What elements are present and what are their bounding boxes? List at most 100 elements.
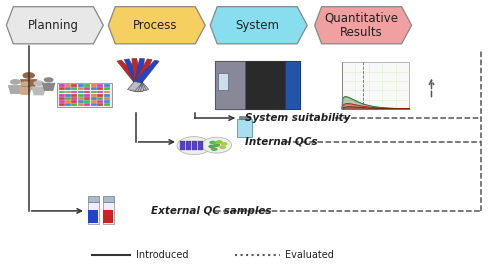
Bar (103, 196, 114, 202)
Polygon shape (134, 59, 152, 83)
Bar (84, 87, 90, 90)
Bar (58, 91, 64, 94)
Circle shape (216, 140, 222, 144)
Text: Internal QCs: Internal QCs (245, 137, 318, 147)
Text: Planning: Planning (28, 19, 79, 32)
Bar (103, 202, 114, 224)
Circle shape (208, 145, 215, 148)
Circle shape (213, 143, 220, 147)
Bar (91, 87, 97, 90)
Bar (78, 100, 84, 103)
Bar (88, 196, 99, 202)
Circle shape (209, 141, 216, 144)
Text: Process: Process (133, 19, 178, 32)
Bar (72, 97, 78, 100)
Bar (72, 100, 78, 103)
Polygon shape (132, 82, 142, 91)
Circle shape (44, 77, 54, 83)
Bar (215, 61, 300, 109)
Bar (65, 84, 71, 87)
Bar (65, 100, 71, 103)
Bar (65, 103, 71, 106)
Bar (284, 61, 300, 109)
Bar (98, 103, 103, 106)
Circle shape (22, 72, 35, 79)
Bar (84, 91, 90, 94)
Polygon shape (314, 7, 412, 44)
Bar (84, 100, 90, 103)
Bar (58, 100, 64, 103)
Circle shape (10, 79, 20, 85)
Polygon shape (210, 7, 307, 44)
Circle shape (34, 80, 44, 86)
Bar (238, 116, 250, 120)
Bar (72, 91, 78, 94)
Bar (78, 103, 84, 106)
Bar (104, 84, 110, 87)
Bar (98, 97, 103, 100)
Bar (342, 62, 409, 109)
Bar (65, 94, 71, 96)
Bar (72, 87, 78, 90)
Polygon shape (117, 60, 141, 83)
Circle shape (177, 137, 211, 155)
Bar (98, 91, 103, 94)
Bar (91, 84, 97, 87)
Bar (104, 94, 110, 96)
Bar (78, 84, 84, 87)
Bar (78, 91, 84, 94)
Bar (72, 94, 78, 96)
Bar (192, 141, 198, 150)
Bar (237, 120, 252, 137)
Polygon shape (134, 81, 149, 91)
Circle shape (20, 81, 30, 87)
Bar (84, 94, 90, 96)
Polygon shape (31, 86, 46, 95)
Text: Quantitative
Results: Quantitative Results (324, 11, 398, 39)
Circle shape (202, 137, 232, 153)
Bar (104, 87, 110, 90)
Circle shape (220, 142, 228, 146)
Bar (58, 97, 64, 100)
Bar (58, 87, 64, 90)
Bar (104, 103, 110, 106)
Bar (57, 83, 112, 107)
Polygon shape (128, 81, 141, 91)
Bar (104, 91, 110, 94)
Bar (98, 94, 103, 96)
Bar (84, 97, 90, 100)
Bar (104, 97, 110, 100)
Bar (180, 141, 186, 150)
Polygon shape (124, 59, 142, 83)
Bar (84, 84, 90, 87)
Bar (104, 210, 114, 224)
Bar (218, 73, 228, 90)
Circle shape (210, 147, 218, 151)
Text: System suitability: System suitability (245, 113, 350, 123)
Bar (91, 103, 97, 106)
Bar (98, 84, 103, 87)
Bar (58, 84, 64, 87)
Polygon shape (134, 60, 159, 83)
Polygon shape (130, 82, 142, 91)
Bar (58, 94, 64, 96)
Bar (91, 100, 97, 103)
Polygon shape (6, 7, 103, 44)
Bar (98, 87, 103, 90)
Text: Introduced: Introduced (136, 250, 188, 260)
Circle shape (219, 146, 226, 149)
Polygon shape (134, 58, 144, 83)
Bar (65, 91, 71, 94)
Bar (78, 97, 84, 100)
Bar (84, 103, 90, 106)
Bar (186, 141, 192, 150)
Bar (78, 94, 84, 96)
Bar (91, 94, 97, 96)
Bar (88, 210, 99, 224)
Text: Evaluated: Evaluated (285, 250, 334, 260)
Polygon shape (108, 7, 206, 44)
Bar (65, 97, 71, 100)
Text: System: System (235, 19, 279, 32)
Bar (198, 141, 203, 150)
Bar (72, 103, 78, 106)
